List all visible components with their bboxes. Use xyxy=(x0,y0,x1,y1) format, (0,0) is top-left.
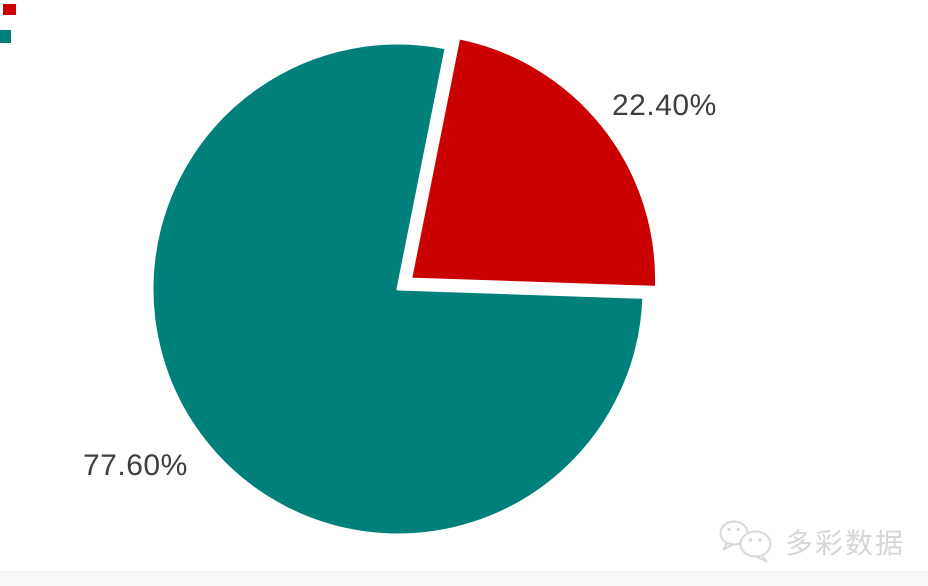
pie-teal-slice xyxy=(150,41,646,537)
legend-swatch-teal xyxy=(0,30,11,43)
wechat-icon xyxy=(719,520,772,563)
watermark-text: 多彩数据 xyxy=(785,528,906,559)
watermark: 多彩数据 xyxy=(718,520,905,564)
bottom-divider-strip xyxy=(0,571,928,586)
teal-slice-label: 77.60% xyxy=(83,449,188,482)
legend-swatch-red xyxy=(3,4,16,15)
pie-red-slice xyxy=(409,36,659,289)
red-slice-label: 22.40% xyxy=(612,89,717,122)
